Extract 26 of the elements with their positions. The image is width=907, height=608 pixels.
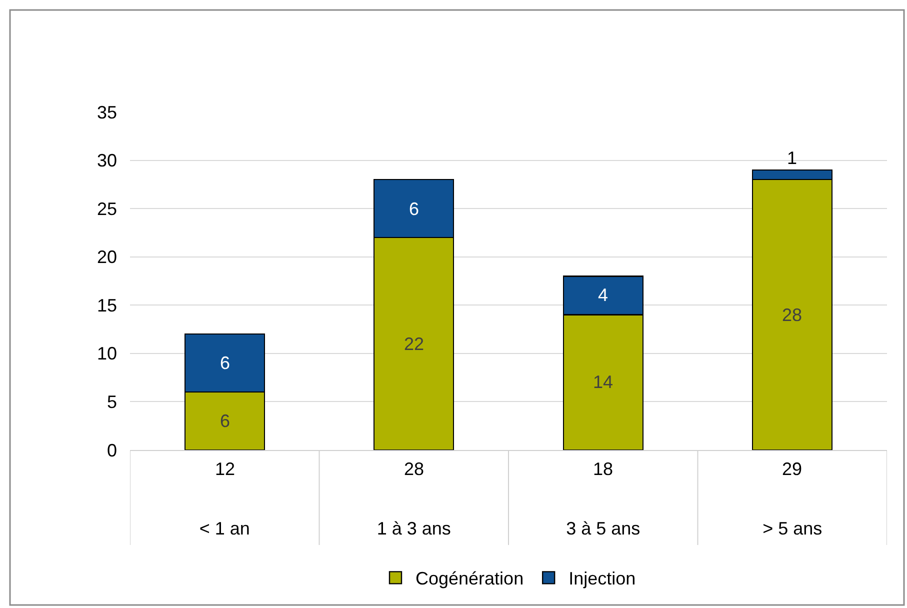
x-tick-label: 3 à 5 ans (566, 518, 640, 539)
data-label: 6 (220, 411, 230, 431)
data-label: 6 (220, 353, 230, 373)
data-label: 6 (409, 199, 420, 219)
total-label: 28 (404, 459, 424, 479)
data-label: 14 (593, 372, 614, 392)
y-tick-label: 35 (96, 102, 117, 122)
x-tick-label: > 5 ans (762, 518, 822, 539)
y-tick-label: 30 (96, 150, 117, 171)
legend-label: Cogénération (416, 568, 524, 589)
y-tick-label: 5 (106, 392, 117, 412)
total-label: 12 (215, 459, 236, 479)
x-tick-label: < 1 an (199, 518, 250, 539)
y-tick-label: 20 (96, 247, 117, 268)
x-tick-label: 1 à 3 ans (376, 518, 451, 539)
data-label: 22 (404, 334, 424, 354)
y-tick-label: 0 (106, 440, 117, 460)
y-tick-label: 10 (96, 344, 117, 364)
y-tick-label: 25 (96, 198, 117, 219)
total-label: 29 (782, 459, 802, 479)
y-tick-label: 15 (96, 295, 117, 316)
data-label: 28 (782, 305, 802, 325)
total-label: 18 (593, 459, 614, 479)
data-label: 4 (598, 285, 608, 305)
data-label: 1 (787, 148, 798, 168)
legend-label: Injection (568, 568, 636, 589)
